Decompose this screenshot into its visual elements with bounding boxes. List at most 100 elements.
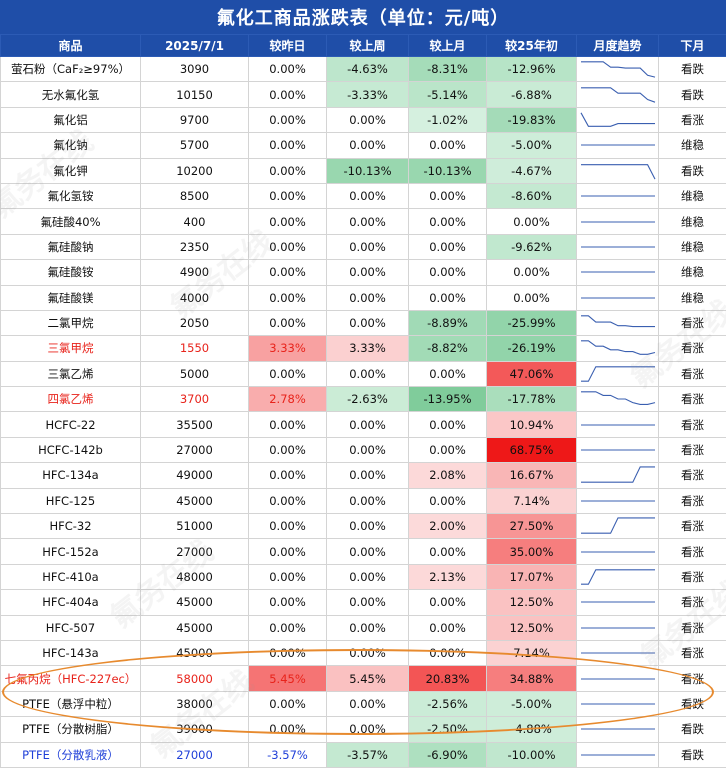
next-month-outlook-cell: 看跌 [658, 716, 726, 743]
product-name-cell: HFC-125 [0, 487, 141, 515]
price-cell: 51000 [140, 513, 249, 540]
table-row: HFC-410a 48000 0.00% 0.00% 2.13% 17.07% 看涨 [0, 563, 726, 591]
change-day-cell: 0.00% [248, 284, 327, 311]
sparkline-svg [581, 220, 655, 223]
monthly-trend-sparkline [576, 741, 659, 768]
change-week-cell: 0.00% [326, 233, 409, 261]
col-header-vs-year-start: 较25年初 [486, 34, 577, 57]
change-week-cell: -2.63% [326, 386, 409, 413]
monthly-trend-sparkline [576, 259, 659, 286]
next-month-outlook-cell: 看涨 [658, 639, 726, 667]
table-row: 氟硅酸铵 4900 0.00% 0.00% 0.00% 0.00% 维稳 [0, 259, 726, 286]
table-row: HCFC-22 35500 0.00% 0.00% 0.00% 10.94% 看涨 [0, 411, 726, 438]
product-name-cell: HFC-410a [0, 563, 141, 591]
sparkline-line [581, 569, 655, 585]
next-month-outlook-cell: 看涨 [658, 665, 726, 692]
next-month-outlook-cell: 看跌 [658, 81, 726, 108]
sparkline-svg [581, 246, 655, 248]
col-header-vs-last-month: 较上月 [408, 34, 487, 57]
change-day-cell: 0.00% [248, 614, 327, 641]
table-row: 氟化钠 5700 0.00% 0.00% 0.00% -5.00% 维稳 [0, 132, 726, 159]
price-cell: 45000 [140, 589, 249, 616]
price-cell: 4000 [140, 284, 249, 311]
change-ytd-cell: -5.00% [486, 690, 577, 718]
change-week-cell: 0.00% [326, 208, 409, 235]
product-name-cell: PTFE（分散乳液） [0, 741, 141, 768]
change-month-cell: 0.00% [408, 538, 487, 565]
product-name-cell: 无水氟化氢 [0, 81, 141, 108]
change-week-cell: 0.00% [326, 284, 409, 311]
change-day-cell: 0.00% [248, 182, 327, 210]
table-row: PTFE（分散树脂） 39000 0.00% 0.00% -2.50% -4.88% 看跌 [0, 716, 726, 743]
change-week-cell: 0.00% [326, 309, 409, 337]
price-cell: 8500 [140, 182, 249, 210]
change-day-cell: 3.33% [248, 335, 327, 362]
sparkline-svg [581, 517, 655, 534]
monthly-trend-sparkline [576, 55, 659, 83]
change-day-cell: 0.00% [248, 513, 327, 540]
change-ytd-cell: -26.19% [486, 335, 577, 362]
change-day-cell: 0.00% [248, 208, 327, 235]
change-month-cell: 2.08% [408, 462, 487, 489]
change-week-cell: -10.13% [326, 157, 409, 184]
sparkline-svg [581, 678, 655, 680]
change-week-cell: 0.00% [326, 563, 409, 591]
change-month-cell: 0.00% [408, 284, 487, 311]
change-week-cell: 0.00% [326, 614, 409, 641]
change-day-cell: 0.00% [248, 233, 327, 261]
change-ytd-cell: 27.50% [486, 513, 577, 540]
monthly-trend-sparkline [576, 360, 659, 388]
table-row: 氟化铝 9700 0.00% 0.00% -1.02% -19.83% 看涨 [0, 106, 726, 134]
change-week-cell: -3.57% [326, 741, 409, 768]
change-ytd-cell: 17.07% [486, 563, 577, 591]
sparkline-line [581, 315, 655, 328]
price-cell: 45000 [140, 487, 249, 515]
change-month-cell: 0.00% [408, 436, 487, 464]
change-day-cell: 0.00% [248, 132, 327, 159]
sparkline-svg [581, 703, 655, 705]
next-month-outlook-cell: 看涨 [658, 411, 726, 438]
monthly-trend-sparkline [576, 462, 659, 489]
table-row: HFC-125 45000 0.00% 0.00% 0.00% 7.14% 看涨 [0, 487, 726, 515]
change-week-cell: -3.33% [326, 81, 409, 108]
change-week-cell: 0.00% [326, 182, 409, 210]
sparkline-svg [580, 112, 655, 127]
col-header-vs-last-week: 较上周 [326, 34, 409, 57]
product-name-cell: 三氯乙烯 [0, 360, 141, 388]
product-name-cell: HFC-143a [0, 639, 141, 667]
change-ytd-cell: 47.06% [486, 360, 577, 388]
price-cell: 400 [140, 208, 249, 235]
change-day-cell: 0.00% [248, 589, 327, 616]
change-week-cell: 5.45% [326, 665, 409, 692]
price-cell: 10150 [140, 81, 249, 108]
monthly-trend-sparkline [576, 132, 659, 159]
monthly-trend-sparkline [576, 208, 659, 235]
sparkline-svg [581, 500, 655, 502]
table-row: 氟化氢铵 8500 0.00% 0.00% 0.00% -8.60% 维稳 [0, 182, 726, 210]
change-day-cell: 0.00% [248, 487, 327, 515]
product-name-cell: HCFC-142b [0, 436, 141, 464]
next-month-outlook-cell: 看涨 [658, 386, 726, 413]
change-day-cell: 0.00% [248, 639, 327, 667]
change-week-cell: 0.00% [326, 259, 409, 286]
next-month-outlook-cell: 看跌 [658, 157, 726, 184]
next-month-outlook-cell: 维稳 [658, 208, 726, 235]
sparkline-svg [581, 86, 656, 103]
change-month-cell: -2.50% [408, 716, 487, 743]
price-cell: 9700 [140, 106, 249, 134]
sparkline-line [581, 366, 655, 382]
change-ytd-cell: 16.67% [486, 462, 577, 489]
next-month-outlook-cell: 看涨 [658, 360, 726, 388]
table-row: 无水氟化氢 10150 0.00% -3.33% -5.14% -6.88% 看跌 [0, 81, 726, 108]
change-ytd-cell: -5.00% [486, 132, 577, 159]
product-name-cell: 四氯乙烯 [0, 386, 141, 413]
change-week-cell: 0.00% [326, 132, 409, 159]
sparkline-svg [581, 195, 655, 197]
change-week-cell: 0.00% [326, 589, 409, 616]
monthly-trend-sparkline [576, 182, 659, 210]
table-row: HFC-507 45000 0.00% 0.00% 0.00% 12.50% 看涨 [0, 614, 726, 641]
change-week-cell: 0.00% [326, 360, 409, 388]
change-ytd-cell: 35.00% [486, 538, 577, 565]
monthly-trend-sparkline [576, 81, 659, 108]
